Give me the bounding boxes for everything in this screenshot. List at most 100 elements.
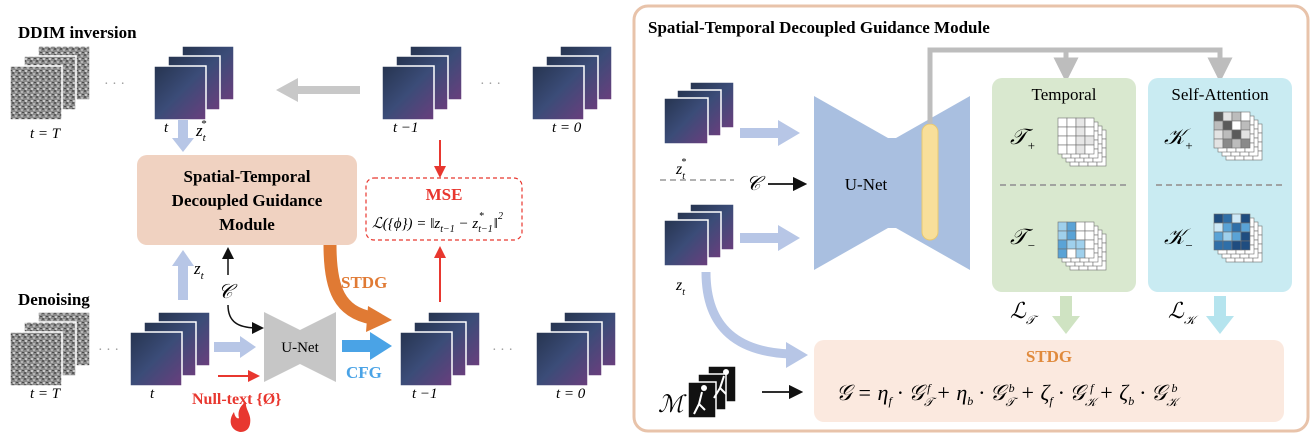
unet-shape-left (264, 312, 336, 382)
attention-grid-cell (1213, 231, 1224, 242)
frames-video-top-t (153, 45, 235, 121)
attention-grid-cell (1240, 120, 1251, 131)
right-panel-title: Spatial-Temporal Decoupled Guidance Modu… (648, 18, 990, 37)
attention-grid-cell (1084, 221, 1095, 232)
attention-grid-cell (1240, 240, 1251, 251)
attention-grid-cell (1240, 231, 1251, 242)
attention-grid-cell (1222, 213, 1233, 224)
attention-grid-cell (1066, 230, 1077, 241)
unet-label-right: U-Net (845, 175, 888, 194)
attention-grid-cell (1222, 120, 1233, 131)
denoising-label: Denoising (18, 290, 90, 309)
attention-grid-cell (1057, 221, 1068, 232)
attention-grid-cell (1084, 135, 1095, 146)
bottom-label-tT: t = T (30, 386, 62, 402)
attention-grid-cell (1066, 239, 1077, 250)
temporal-title: Temporal (1032, 85, 1097, 104)
zt-star-label: zt* (195, 118, 207, 144)
top-label-tT: t = T (30, 126, 62, 142)
attention-grid-cell (1213, 240, 1224, 251)
top-label-t0: t = 0 (552, 120, 582, 136)
attention-grid-cell (1240, 111, 1251, 122)
zt-label: zt (193, 259, 205, 282)
attention-grid-cell (1213, 120, 1224, 131)
attention-grid-cell (1231, 231, 1242, 242)
attention-grid-cell (1075, 117, 1086, 128)
attention-grid-cell (1084, 117, 1095, 128)
condition-curve-arrow (227, 304, 264, 334)
stdg-orange-arrowhead (366, 306, 392, 332)
frames-video-bottom-t (129, 311, 211, 387)
arrow-zt-star-down (172, 120, 194, 152)
attention-grid-cell (1084, 239, 1095, 250)
mask-silhouette-frames (687, 365, 737, 419)
bottom-ellipsis-1: · · · (98, 343, 119, 358)
attention-grid-cell (1066, 135, 1077, 146)
top-ellipsis-2: · · · (480, 77, 501, 92)
module-line-1: Spatial-Temporal (184, 167, 311, 186)
bottom-ellipsis-2: · · · (492, 343, 513, 358)
selfattn-title: Self-Attention (1171, 85, 1269, 104)
selfattn-minus-grid (1213, 213, 1263, 263)
attention-grid-cell (1084, 230, 1095, 241)
bottom-label-t: t (150, 386, 155, 402)
attention-grid-cell (1057, 239, 1068, 250)
attention-grid-cell (1240, 213, 1251, 224)
attention-grid-cell (1231, 138, 1242, 149)
attention-grid-cell (1240, 138, 1251, 149)
guidance-module-box (137, 155, 357, 245)
right-zt-label: zt (675, 277, 685, 298)
arrow-zt-star-into-unet (740, 120, 800, 146)
attention-grid-cell (1222, 240, 1233, 251)
attention-grid-cell (1231, 111, 1242, 122)
inversion-arrow (276, 78, 360, 102)
mse-title: MSE (426, 185, 463, 204)
right-panel-frame (632, 4, 1310, 433)
nulltext-label: Null-text {Ø} (192, 391, 281, 408)
attention-grid-cell (1066, 117, 1077, 128)
attention-grid-cell (1213, 111, 1224, 122)
loss-selfattn-arrow (1206, 296, 1234, 334)
attention-grid-cell (1066, 248, 1077, 259)
mse-box (365, 177, 523, 241)
ddim-inversion-label: DDIM inversion (18, 23, 137, 42)
mask-symbol: ℳ (658, 392, 687, 418)
frames-video-bottom-t0 (535, 311, 617, 387)
connector-to-temporal (927, 47, 1079, 124)
stdg-box (814, 340, 1284, 422)
attention-grid-cell (1075, 248, 1086, 259)
attention-feature-bar (921, 123, 939, 241)
attention-grid-cell (1231, 213, 1242, 224)
stdg-orange-arrow (323, 244, 374, 325)
condition-label: 𝒞 (218, 281, 238, 303)
arrow-into-unet-left (214, 336, 256, 358)
attention-grid-cell (1057, 230, 1068, 241)
selfattn-plus-grid (1213, 111, 1263, 161)
frames-input-zt-star (663, 81, 735, 145)
attention-grid-cell (1057, 135, 1068, 146)
module-line-2: Decoupled Guidance (172, 191, 323, 210)
cfg-blue-arrow (342, 332, 392, 360)
arrow-zt-to-stdg (701, 271, 791, 359)
arrow-zt-into-unet (740, 225, 800, 251)
frames-video-top-tm1 (381, 45, 463, 121)
temporal-minus-grid (1057, 221, 1107, 271)
connector-to-selfattn (1066, 47, 1233, 83)
attention-grid-cell (1057, 117, 1068, 128)
frames-noise-top (9, 45, 91, 121)
attention-grid-cell (1075, 135, 1086, 146)
frames-video-top-t0 (531, 45, 613, 121)
unet-shape-right (814, 96, 888, 270)
temporal-plus-grid (1057, 117, 1107, 167)
right-zt-star-label: zt* (675, 157, 686, 182)
frames-input-zt (663, 203, 735, 267)
attention-grid-cell (1075, 144, 1086, 155)
arrow-zt-to-stdg-head (786, 342, 808, 368)
mse-formula: ℒ({ϕ}) = ‖zt−1 − zt−1* ‖2 (372, 211, 503, 235)
attention-grid-cell (1222, 111, 1233, 122)
attention-grid-cell (1084, 126, 1095, 137)
bottom-label-t0: t = 0 (556, 386, 586, 402)
stdg-formula: 𝒢 = ηf · 𝒢𝒯f + ηb · 𝒢𝒯b + ζf · 𝒢𝒦f + ζb … (836, 380, 1181, 409)
attention-grid-cell (1075, 221, 1086, 232)
attention-grid-cell (1240, 129, 1251, 140)
